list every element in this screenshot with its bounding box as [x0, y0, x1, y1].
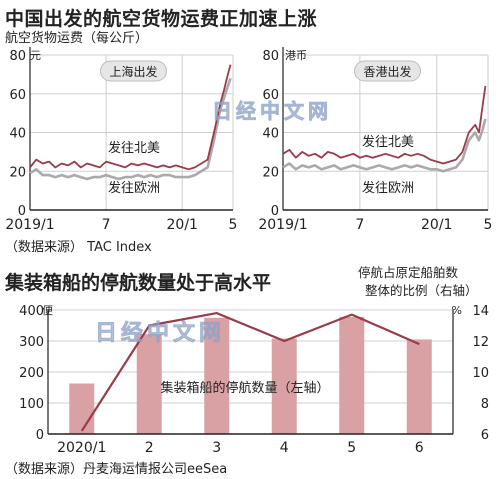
- ships-bar-2: [136, 334, 162, 434]
- shanghai-ytick-label: 20: [9, 165, 26, 180]
- ships-right-tick-label: 8: [481, 397, 489, 412]
- shanghai-xtick-label: 2019/1: [5, 217, 54, 233]
- hongkong-xtick-label: 2019/1: [258, 217, 307, 233]
- hongkong-north-america-label: 发往北美: [362, 134, 414, 150]
- shanghai-europe-line: [29, 77, 232, 181]
- ships-left-tick-label: 200: [19, 366, 44, 381]
- chart-title-container-ships: 集装箱船的停航数量处于高水平: [5, 272, 272, 294]
- shanghai-ytick-label: 80: [9, 49, 26, 64]
- ships-left-tick-label: 100: [19, 397, 44, 412]
- ships-left-unit-label: 便: [42, 304, 53, 317]
- right-axis-label-line2: 整体的比例（右轴）: [365, 283, 478, 298]
- ships-bar-6: [406, 339, 432, 434]
- shanghai-ytick-label: 60: [9, 88, 26, 103]
- ships-bar-series-label: 集装箱船的停航数量（左轴）: [160, 380, 329, 396]
- hongkong-north-america-line: [282, 85, 487, 165]
- chart-title-air-freight: 中国出发的航空货物运费正加速上涨: [5, 8, 318, 30]
- shanghai-north-america-label: 发往北美: [108, 140, 160, 156]
- ships-left-tick-label: 400: [19, 304, 44, 319]
- ships-right-tick-label: 12: [472, 335, 489, 350]
- ships-bar-4: [271, 338, 297, 434]
- shanghai-ytick-label: 40: [9, 127, 26, 142]
- shanghai-ytick-label: 0: [18, 204, 26, 219]
- hongkong-origin-badge-label: 香港出发: [363, 64, 411, 79]
- right-axis-label-line1: 停航占原定船舶数: [358, 265, 459, 280]
- shanghai-xtick-label: 7: [102, 217, 111, 233]
- source-note-tac: （数据来源） TAC Index: [5, 240, 152, 255]
- ships-bar-2020/1: [69, 383, 95, 434]
- watermark-bottom: 日经中文网: [95, 320, 225, 346]
- hongkong-xtick-label: 5: [484, 217, 493, 233]
- ships-xtick-label: 4: [280, 440, 289, 456]
- shanghai-north-america-line: [29, 64, 232, 171]
- ships-xtick-label: 5: [347, 440, 356, 456]
- hongkong-xtick-label: 20/1: [421, 217, 452, 233]
- hongkong-europe-label: 发往欧洲: [362, 180, 414, 196]
- ships-right-tick-label: 10: [472, 366, 489, 381]
- air-freight-unit-label: 航空货物运费（每公斤）: [5, 31, 149, 46]
- hongkong-ytick-label: 60: [262, 88, 279, 103]
- hongkong-unit-label: 港币: [285, 49, 307, 62]
- hongkong-origin-badge: [354, 60, 421, 82]
- ships-xtick-label: 3: [212, 440, 221, 456]
- shanghai-unit-label: 元: [30, 49, 41, 62]
- shanghai-xtick-label: 5: [229, 217, 238, 233]
- ships-right-tick-label: 14: [472, 304, 489, 319]
- hongkong-ytick-label: 80: [262, 49, 279, 64]
- source-note-eesea: （数据来源）丹麦海运情报公司eeSea: [5, 462, 228, 477]
- hongkong-ytick-label: 20: [262, 165, 279, 180]
- ships-xtick-label: 2020/1: [57, 440, 106, 456]
- watermark-top: 日经中文网: [212, 99, 332, 123]
- ships-xtick-label: 2: [145, 440, 154, 456]
- shanghai-europe-label: 发往欧洲: [108, 180, 160, 196]
- ships-right-tick-label: 6: [481, 428, 489, 443]
- ships-bar-5: [339, 316, 365, 434]
- hongkong-ytick-label: 40: [262, 127, 279, 142]
- hongkong-xtick-label: 7: [355, 217, 364, 233]
- shanghai-origin-badge-label: 上海出发: [109, 64, 157, 79]
- ships-ratio-line: [80, 312, 420, 432]
- shanghai-xtick-label: 20/1: [167, 217, 198, 233]
- hongkong-ytick-label: 0: [271, 204, 279, 219]
- hongkong-europe-line: [282, 118, 487, 173]
- ships-left-tick-label: 0: [36, 428, 44, 443]
- ships-left-tick-label: 300: [19, 335, 44, 350]
- shanghai-origin-badge: [100, 60, 167, 82]
- ships-xtick-label: 6: [415, 440, 424, 456]
- ships-bar-3: [204, 317, 230, 434]
- ships-right-unit-label: %: [452, 304, 462, 317]
